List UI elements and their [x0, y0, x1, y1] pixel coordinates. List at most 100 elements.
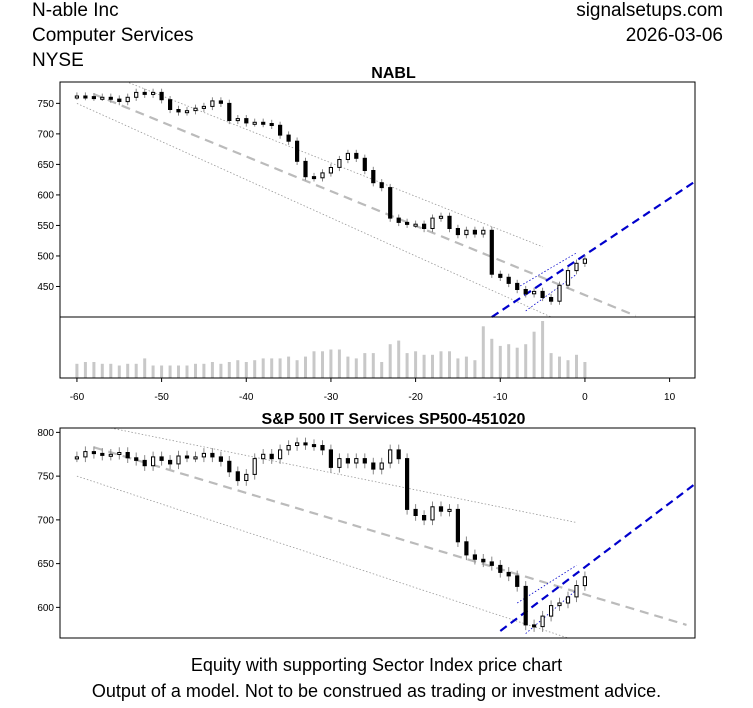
candle-body — [210, 100, 215, 107]
candle-body — [303, 160, 308, 178]
candle-body — [464, 229, 469, 236]
candle-body — [362, 458, 367, 464]
volume-bar — [227, 362, 231, 378]
y-tick-label: 750 — [37, 472, 54, 483]
candle-body — [83, 95, 88, 99]
x-tick-label: -30 — [324, 392, 339, 403]
candle-body — [506, 571, 511, 577]
candle-body — [151, 91, 156, 95]
candle-body — [134, 91, 139, 98]
upper-channel-line — [110, 428, 577, 523]
candle-body — [328, 449, 333, 468]
candle-body — [345, 152, 350, 160]
volume-bar — [261, 358, 265, 378]
candle-body — [83, 451, 88, 458]
site-name: signalsetups.com — [576, 0, 723, 21]
candle-body — [565, 596, 571, 604]
x-tick-label: -20 — [408, 392, 423, 403]
candle-body — [379, 462, 384, 470]
y-tick-label: 750 — [37, 99, 54, 110]
candle-body — [201, 452, 207, 458]
candle-body — [235, 471, 240, 482]
volume-bar — [524, 344, 528, 378]
y-tick-label: 500 — [37, 251, 54, 262]
candle-body — [244, 473, 249, 481]
candle-body — [447, 215, 452, 230]
candle-body — [100, 452, 105, 456]
exchange-name: NYSE — [32, 50, 84, 71]
volume-bar — [312, 351, 316, 378]
candle-body — [176, 455, 181, 465]
candle-body — [320, 172, 325, 179]
candle-body — [515, 575, 520, 587]
volume-bar — [236, 360, 240, 378]
candle-body — [125, 96, 130, 103]
volume-bar — [549, 353, 553, 378]
candle-body — [295, 442, 300, 446]
candle-body — [74, 456, 80, 460]
volume-frame — [59, 316, 696, 379]
volume-bar — [270, 358, 274, 378]
volume-bar — [397, 340, 401, 378]
candle-body — [481, 229, 486, 235]
candle-body — [422, 223, 427, 229]
candle-body — [261, 453, 266, 460]
volume-bar — [210, 362, 214, 378]
x-tick-label: -60 — [70, 392, 85, 403]
candle-body — [125, 452, 130, 459]
regression-trend-line — [93, 93, 637, 317]
candle-body — [438, 215, 444, 219]
y-tick-label: 650 — [37, 559, 54, 570]
candle-body — [430, 506, 435, 521]
candle-body — [252, 458, 257, 475]
candle-body — [549, 297, 554, 302]
volume-bar — [295, 360, 299, 378]
candle-body — [582, 576, 587, 587]
volume-bar — [464, 356, 468, 378]
candle-body — [210, 452, 215, 458]
header-left: N-able Inc Computer Services NYSE — [32, 0, 194, 73]
blue-trend-line — [499, 483, 695, 632]
candle-body — [261, 121, 266, 125]
candle-body — [278, 449, 283, 460]
candle-body — [108, 96, 113, 100]
candle-body — [472, 229, 477, 235]
candle-body — [286, 134, 291, 142]
volume-bar — [337, 349, 341, 378]
volume-bar — [575, 354, 578, 378]
candle-body — [362, 157, 367, 172]
lower-channel-line — [76, 475, 569, 638]
panel-title-0: NABL — [371, 65, 416, 82]
volume-bar — [83, 362, 87, 378]
volume-bar — [160, 365, 164, 378]
candle-body — [405, 458, 410, 510]
candle-body — [328, 167, 333, 174]
candle-body — [582, 258, 587, 264]
volume-bar — [177, 365, 180, 378]
candle-body — [235, 118, 240, 122]
panel-plot-0 — [74, 82, 695, 378]
candle-body — [269, 453, 274, 460]
volume-bar — [371, 353, 375, 378]
candle-body — [371, 462, 376, 470]
volume-bar — [143, 358, 147, 378]
volume-bar — [253, 360, 257, 378]
volume-bar — [194, 363, 197, 378]
candle-body — [455, 228, 460, 236]
y-tick-label: 650 — [37, 160, 54, 171]
candle-body — [184, 455, 190, 459]
panel-title-1: S&P 500 IT Services SP500-451020 — [262, 411, 526, 428]
volume-bar — [109, 363, 113, 378]
candle-body — [371, 170, 376, 184]
candle-body — [168, 459, 173, 465]
volume-bar — [100, 363, 104, 378]
candle-body — [472, 554, 477, 560]
candle-body — [354, 458, 359, 464]
volume-bar — [244, 362, 248, 378]
candle-body — [464, 541, 469, 556]
volume-bar — [566, 360, 570, 378]
x-tick-label: -50 — [154, 392, 169, 403]
y-tick-label: 700 — [37, 515, 54, 526]
volume-bar — [185, 365, 189, 378]
